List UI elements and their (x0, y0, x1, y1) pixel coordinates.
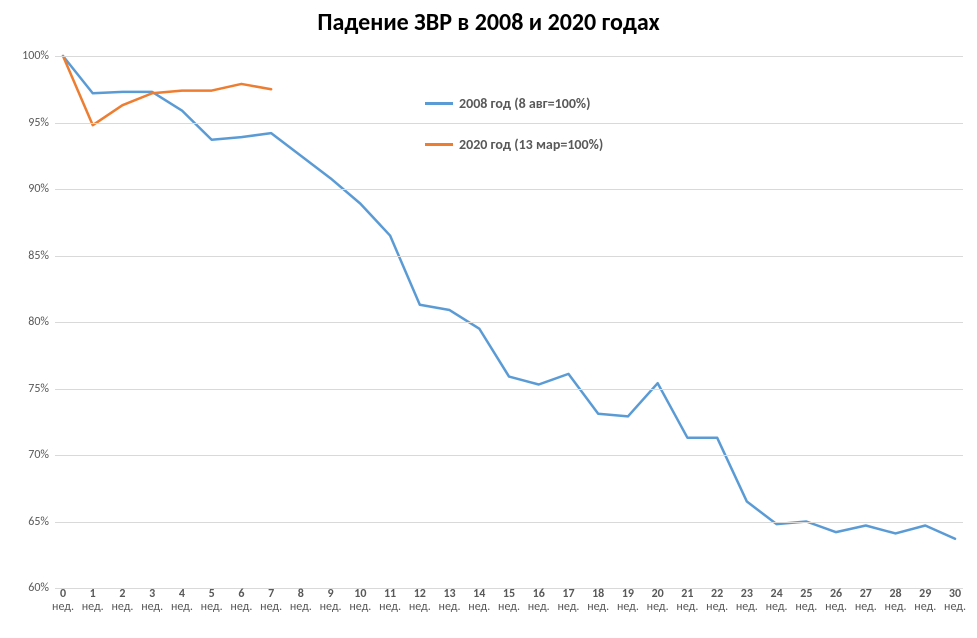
x-tick-unit: нед. (795, 601, 817, 614)
legend-swatch (425, 143, 453, 146)
x-tick-label: 23нед. (736, 588, 758, 614)
x-tick-unit: нед. (498, 601, 520, 614)
x-tick-unit: нед. (171, 601, 193, 614)
y-tick-label: 65% (28, 515, 55, 529)
x-tick-label: 13нед. (439, 588, 461, 614)
x-tick-label: 14нед. (468, 588, 490, 614)
x-tick-label: 6нед. (230, 588, 252, 614)
y-tick-label: 60% (28, 581, 55, 595)
legend-label: 2008 год (8 авг=100%) (459, 95, 590, 112)
legend: 2008 год (8 авг=100%) 2020 год (13 мар=10… (425, 95, 603, 177)
gridline (55, 256, 963, 257)
gridline (55, 123, 963, 124)
x-tick-unit: нед. (290, 601, 312, 614)
x-tick-unit: нед. (379, 601, 401, 614)
gridline (55, 389, 963, 390)
x-tick-label: 2нед. (111, 588, 133, 614)
x-tick-label: 28нед. (885, 588, 907, 614)
x-tick-label: 7нед. (260, 588, 282, 614)
x-tick-label: 27нед. (855, 588, 877, 614)
x-tick-unit: нед. (676, 601, 698, 614)
x-tick-label: 0нед. (52, 588, 74, 614)
x-tick-unit: нед. (201, 601, 223, 614)
y-tick-label: 70% (28, 448, 55, 462)
x-tick-unit: нед. (52, 601, 74, 614)
x-tick-label: 5нед. (201, 588, 223, 614)
x-tick-unit: нед. (736, 601, 758, 614)
x-tick-unit: нед. (409, 601, 431, 614)
legend-swatch (425, 102, 453, 105)
x-tick-unit: нед. (528, 601, 550, 614)
x-tick-unit: нед. (320, 601, 342, 614)
x-tick-label: 16нед. (528, 588, 550, 614)
series-line-1 (63, 56, 271, 125)
x-tick-unit: нед. (617, 601, 639, 614)
x-tick-label: 1нед. (82, 588, 104, 614)
x-tick-label: 21нед. (676, 588, 698, 614)
x-tick-label: 30нед. (944, 588, 966, 614)
x-tick-label: 18нед. (587, 588, 609, 614)
chart-container: Падение ЗВР в 2008 и 2020 годах 2008 год… (0, 0, 977, 638)
y-tick-label: 90% (28, 182, 55, 196)
x-tick-label: 20нед. (647, 588, 669, 614)
x-tick-unit: нед. (141, 601, 163, 614)
x-tick-unit: нед. (587, 601, 609, 614)
plot-area: 2008 год (8 авг=100%) 2020 год (13 мар=10… (55, 56, 963, 588)
x-tick-label: 29нед. (914, 588, 936, 614)
x-tick-unit: нед. (349, 601, 371, 614)
x-tick-unit: нед. (766, 601, 788, 614)
x-tick-unit: нед. (111, 601, 133, 614)
x-tick-unit: нед. (914, 601, 936, 614)
x-tick-label: 26нед. (825, 588, 847, 614)
x-tick-label: 17нед. (557, 588, 579, 614)
legend-item-1: 2020 год (13 мар=100%) (425, 136, 603, 153)
x-tick-label: 12нед. (409, 588, 431, 614)
x-tick-label: 22нед. (706, 588, 728, 614)
y-tick-label: 75% (28, 382, 55, 396)
x-tick-label: 9нед. (320, 588, 342, 614)
x-tick-label: 4нед. (171, 588, 193, 614)
x-tick-unit: нед. (82, 601, 104, 614)
y-tick-label: 85% (28, 249, 55, 263)
x-tick-unit: нед. (706, 601, 728, 614)
x-tick-label: 24нед. (766, 588, 788, 614)
x-tick-unit: нед. (647, 601, 669, 614)
y-tick-label: 80% (28, 315, 55, 329)
x-tick-unit: нед. (557, 601, 579, 614)
chart-title: Падение ЗВР в 2008 и 2020 годах (0, 8, 977, 37)
gridline (55, 56, 963, 57)
x-tick-unit: нед. (260, 601, 282, 614)
gridline (55, 455, 963, 456)
legend-label: 2020 год (13 мар=100%) (459, 136, 603, 153)
x-tick-label: 8нед. (290, 588, 312, 614)
x-tick-label: 15нед. (498, 588, 520, 614)
x-tick-unit: нед. (230, 601, 252, 614)
gridline (55, 522, 963, 523)
x-tick-label: 10нед. (349, 588, 371, 614)
y-tick-label: 100% (22, 49, 55, 63)
gridline (55, 189, 963, 190)
x-tick-label: 19нед. (617, 588, 639, 614)
x-tick-unit: нед. (468, 601, 490, 614)
gridline (55, 322, 963, 323)
x-tick-unit: нед. (825, 601, 847, 614)
x-tick-unit: нед. (855, 601, 877, 614)
legend-item-0: 2008 год (8 авг=100%) (425, 95, 603, 112)
x-tick-unit: нед. (885, 601, 907, 614)
x-tick-unit: нед. (439, 601, 461, 614)
x-tick-label: 3нед. (141, 588, 163, 614)
x-tick-unit: нед. (944, 601, 966, 614)
y-tick-label: 95% (28, 116, 55, 130)
x-tick-label: 25нед. (795, 588, 817, 614)
x-tick-label: 11нед. (379, 588, 401, 614)
